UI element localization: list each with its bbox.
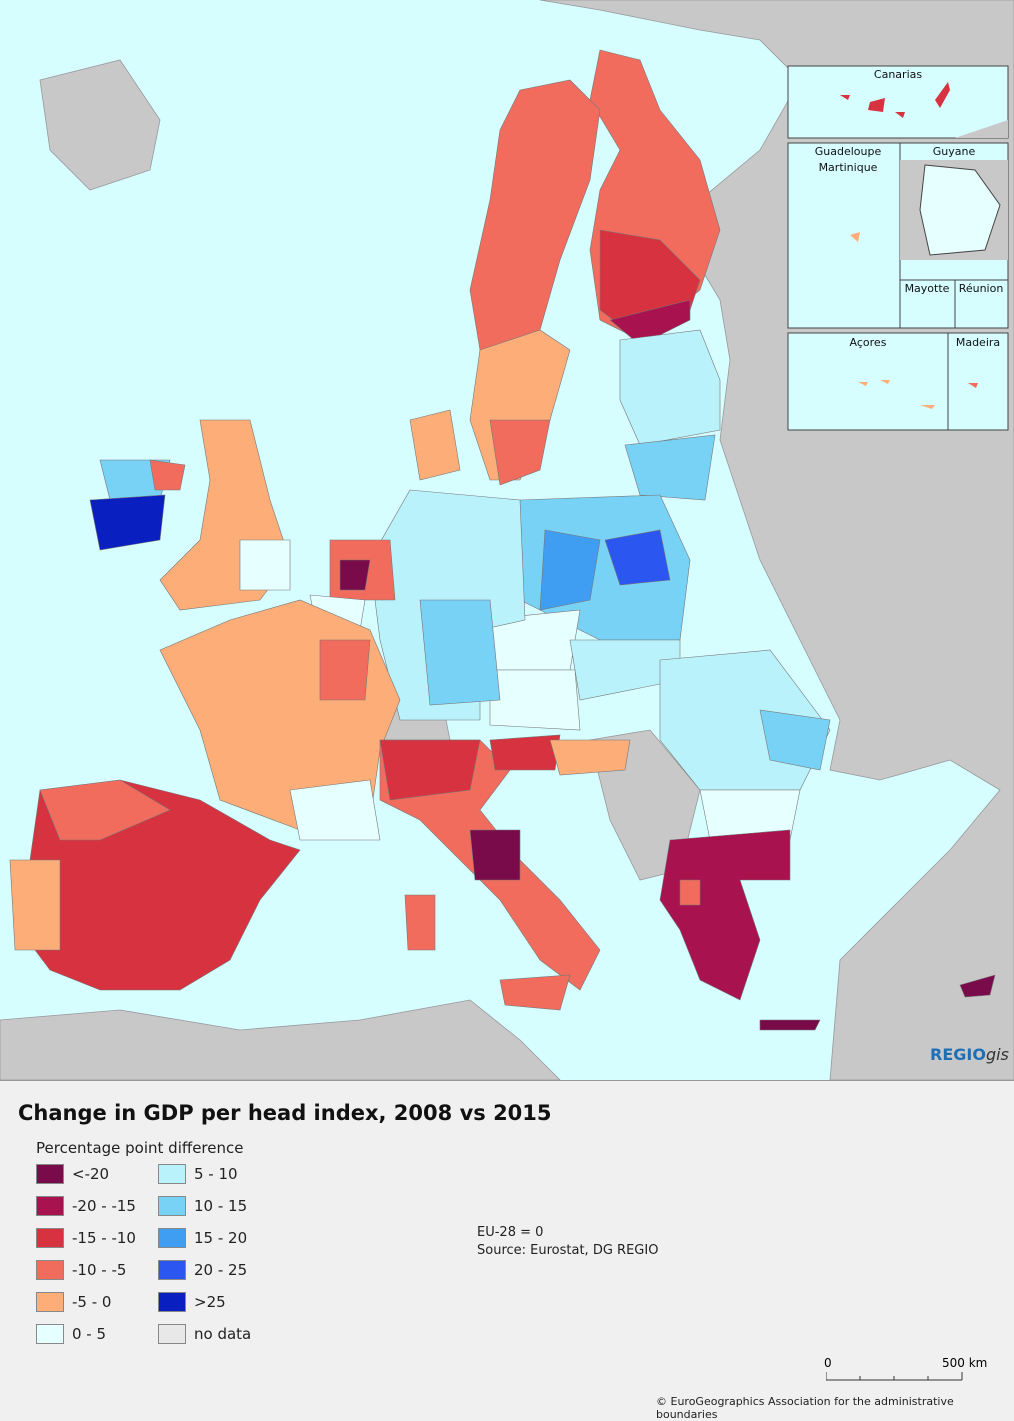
legend-item: <-20 — [36, 1163, 109, 1185]
inset-guadeloupe-label: Guadeloupe — [815, 145, 882, 158]
inset-reunion-label: Réunion — [959, 282, 1004, 295]
southeast-regions — [549, 739, 996, 1031]
inset-guyane-label: Guyane — [933, 145, 976, 158]
legend-swatch — [158, 1228, 186, 1248]
legend-item: 5 - 10 — [158, 1163, 238, 1185]
eastern-regions — [479, 329, 831, 841]
legend-item: -15 - -10 — [36, 1227, 136, 1249]
inset-canarias: Canarias — [787, 65, 1009, 139]
inset-acores-label: Açores — [850, 336, 887, 349]
inset-caribbean-guyane: Guadeloupe Martinique Guyane Mayotte Réu… — [787, 142, 1009, 329]
inset-madeira-label: Madeira — [956, 336, 1000, 349]
central-regions — [309, 489, 526, 721]
legend-swatch — [158, 1196, 186, 1216]
scale-start: 0 — [824, 1356, 832, 1370]
italy-regions — [379, 734, 601, 1011]
baseline-note: EU-28 = 0 — [477, 1225, 544, 1240]
inset-canarias-label: Canarias — [874, 68, 922, 81]
legend-swatch — [158, 1260, 186, 1280]
legend-item: 20 - 25 — [158, 1259, 247, 1281]
choropleth-map: Canarias Guadeloupe Martinique Guyane Ma… — [0, 0, 1014, 1080]
inset-martinique-label: Martinique — [819, 161, 878, 174]
legend-swatch — [36, 1324, 64, 1344]
legend-swatch — [36, 1292, 64, 1312]
legend-item: -20 - -15 — [36, 1195, 136, 1217]
inset-acores-madeira: Açores Madeira — [787, 332, 1009, 431]
legend-swatch — [36, 1228, 64, 1248]
copyright-text: © EuroGeographics Association for the ad… — [656, 1395, 954, 1421]
legend-panel: Change in GDP per head index, 2008 vs 20… — [0, 1080, 1014, 1421]
legend-swatch — [158, 1164, 186, 1184]
iberia-regions — [9, 779, 301, 991]
legend-item: -5 - 0 — [36, 1291, 111, 1313]
nordic-regions — [409, 49, 721, 486]
map-title: Change in GDP per head index, 2008 vs 20… — [18, 1101, 552, 1125]
legend-item: no data — [158, 1323, 251, 1345]
inset-mayotte-label: Mayotte — [905, 282, 950, 295]
legend-item: -10 - -5 — [36, 1259, 126, 1281]
legend-swatch — [36, 1164, 64, 1184]
legend-swatch — [158, 1324, 186, 1344]
scale-bar: 0 500 km — [820, 1356, 995, 1386]
scale-end: 500 km — [942, 1356, 988, 1370]
source-note: Source: Eurostat, DG REGIO — [477, 1243, 659, 1258]
legend-item: 10 - 15 — [158, 1195, 247, 1217]
legend-swatch — [36, 1196, 64, 1216]
scale-ruler — [826, 1372, 963, 1381]
legend-title: Percentage point difference — [36, 1139, 244, 1157]
legend-item: >25 — [158, 1291, 226, 1313]
regiogis-logo: REGIOgis — [930, 1045, 1009, 1064]
legend-swatch — [158, 1292, 186, 1312]
legend-item: 0 - 5 — [36, 1323, 106, 1345]
uk-ireland-regions — [89, 419, 291, 611]
france-regions — [159, 599, 401, 841]
legend-swatch — [36, 1260, 64, 1280]
legend-item: 15 - 20 — [158, 1227, 247, 1249]
